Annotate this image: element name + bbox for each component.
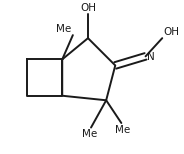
Text: Me: Me [56, 24, 71, 34]
Text: N: N [147, 52, 155, 62]
Text: OH: OH [80, 3, 96, 13]
Text: Me: Me [82, 129, 97, 139]
Text: OH: OH [163, 27, 179, 37]
Text: Me: Me [115, 125, 130, 135]
